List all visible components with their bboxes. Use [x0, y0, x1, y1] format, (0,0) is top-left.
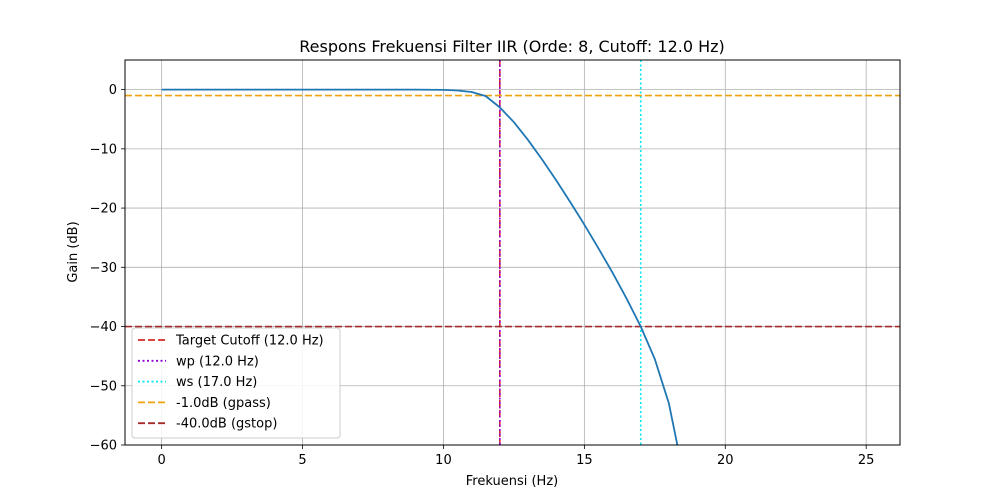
legend-label: -40.0dB (gstop) [176, 417, 277, 432]
axis-ticks: 0 5 10 15 20 25 0 −10 −20 −30 −40 −50 −60 [90, 83, 875, 468]
y-tick-label: −30 [90, 261, 117, 276]
legend-label: Target Cutoff (12.0 Hz) [175, 334, 324, 349]
y-tick-label: 0 [109, 83, 117, 98]
y-tick-label: −20 [90, 202, 117, 217]
plot-area [161, 88, 679, 445]
chart-title: Respons Frekuensi Filter IIR (Orde: 8, C… [299, 37, 725, 56]
legend-label: -1.0dB (gpass) [176, 396, 271, 411]
axes-frame [124, 59, 901, 446]
legend: Target Cutoff (12.0 Hz) wp (12.0 Hz) ws (1… [131, 327, 341, 439]
y-tick-label: −10 [90, 142, 117, 157]
x-axis-label: Frekuensi (Hz) [466, 474, 558, 489]
gain-curve [161, 88, 679, 445]
legend-label: wp (12.0 Hz) [176, 354, 259, 369]
x-tick-label: 5 [298, 453, 306, 468]
y-tick-label: −50 [90, 379, 117, 394]
y-tick-label: −60 [90, 439, 117, 454]
reference-lines [125, 60, 900, 445]
x-tick-label: 15 [576, 453, 593, 468]
x-tick-label: 10 [435, 453, 452, 468]
legend-label: ws (17.0 Hz) [176, 375, 257, 390]
y-tick-label: −40 [90, 320, 117, 335]
x-tick-label: 25 [858, 453, 875, 468]
x-tick-label: 20 [717, 453, 734, 468]
x-tick-label: 0 [157, 453, 165, 468]
series-layer [161, 88, 679, 445]
y-axis-label: Gain (dB) [66, 221, 81, 282]
legend-box [131, 327, 341, 439]
